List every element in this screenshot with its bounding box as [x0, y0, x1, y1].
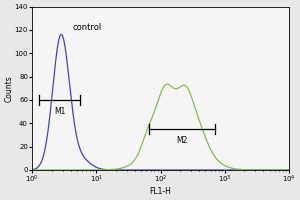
X-axis label: FL1-H: FL1-H [150, 187, 172, 196]
Text: control: control [72, 23, 101, 32]
Text: M1: M1 [54, 107, 65, 116]
Text: M2: M2 [176, 136, 188, 145]
Y-axis label: Counts: Counts [4, 75, 13, 102]
